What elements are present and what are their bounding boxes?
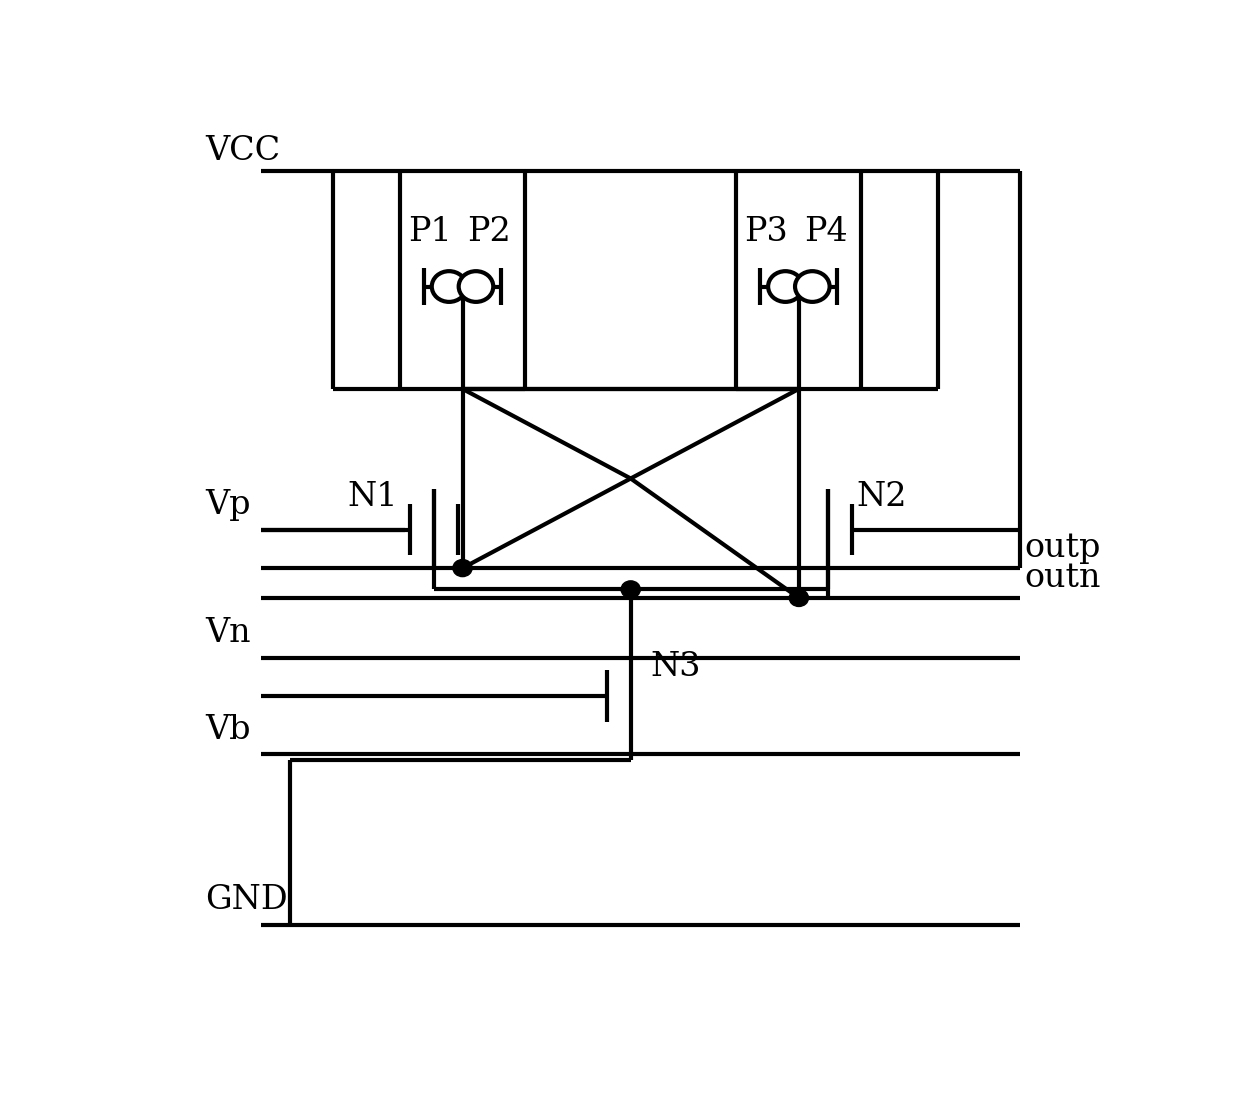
Text: P4: P4 xyxy=(804,216,847,248)
Text: N2: N2 xyxy=(857,481,906,513)
Text: N3: N3 xyxy=(650,652,701,684)
Text: P1: P1 xyxy=(408,216,451,248)
Text: GND: GND xyxy=(205,884,288,916)
Circle shape xyxy=(432,271,466,301)
Circle shape xyxy=(453,560,472,576)
Circle shape xyxy=(768,271,802,301)
Text: VCC: VCC xyxy=(205,135,280,167)
Text: P3: P3 xyxy=(744,216,787,248)
Text: Vb: Vb xyxy=(205,714,250,746)
Text: N1: N1 xyxy=(347,481,398,513)
Text: P2: P2 xyxy=(467,216,511,248)
Text: Vp: Vp xyxy=(205,489,250,521)
Text: outn: outn xyxy=(1024,562,1101,594)
Text: outp: outp xyxy=(1024,532,1101,564)
Circle shape xyxy=(459,271,494,301)
Circle shape xyxy=(795,271,830,301)
Text: Vn: Vn xyxy=(205,617,250,649)
Circle shape xyxy=(621,581,640,598)
Circle shape xyxy=(789,589,808,606)
